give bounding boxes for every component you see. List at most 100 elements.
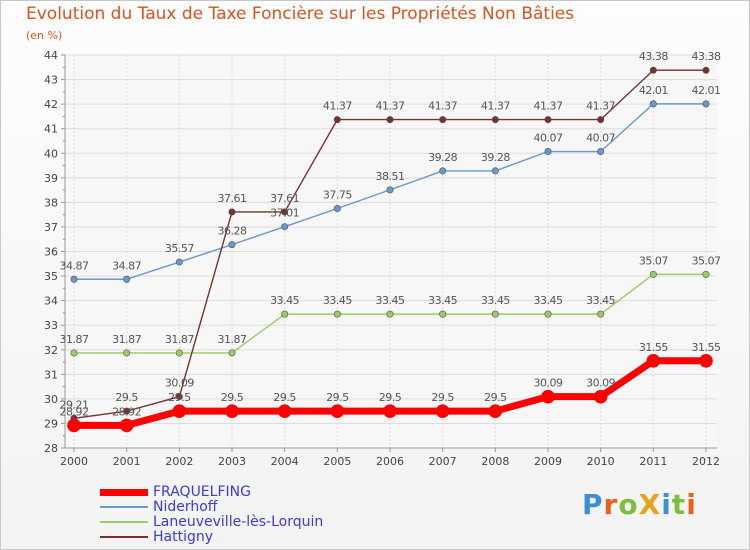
data-label: 29.5 [379,391,402,404]
data-label: 34.87 [112,259,141,272]
data-point [277,404,292,418]
data-point [123,349,131,357]
logo-letter: i [661,488,672,521]
data-label: 42.01 [692,84,721,97]
data-label: 30.09 [586,377,615,390]
x-tick-label: 2002 [165,455,193,468]
data-point [597,310,605,318]
y-tick-label: 44 [44,49,58,62]
data-label: 28.92 [60,405,89,418]
data-label: 37.75 [323,189,352,202]
data-point [281,208,289,216]
logo-letter: P [582,488,604,521]
data-point [67,418,81,433]
data-point [435,404,450,418]
proxiti-logo: ProXiti [582,488,697,521]
data-label: 40.07 [534,132,563,145]
legend-swatch [100,536,148,538]
chart-title: Evolution du Taux de Taxe Foncière sur l… [26,4,575,24]
y-tick-label: 34 [44,295,58,308]
data-point [544,116,552,124]
y-tick-label: 42 [44,98,58,111]
x-tick-label: 2005 [323,455,351,468]
data-label: 41.37 [323,100,352,113]
data-point [333,310,341,318]
data-point [491,310,499,318]
legend-label: FRAQUELFING [153,484,251,500]
data-label: 43.38 [692,50,721,63]
data-point [488,404,503,418]
data-label: 41.37 [534,100,563,113]
data-point [439,116,447,124]
legend-swatch [100,506,148,508]
y-tick-label: 39 [44,172,58,185]
data-point [281,223,289,231]
y-tick-label: 28 [44,442,58,455]
data-label: 40.07 [586,132,615,145]
data-label: 29.5 [115,391,138,404]
data-label: 37.01 [270,207,299,220]
data-point [175,349,183,357]
data-point [646,354,661,368]
legend-label: Niderhoff [153,499,218,515]
x-tick-label: 2009 [534,455,562,468]
y-tick-label: 33 [44,319,58,332]
y-tick-label: 37 [44,221,58,234]
data-label: 31.55 [639,341,668,354]
data-point [649,270,657,278]
y-tick-label: 38 [44,196,58,209]
data-point [702,66,710,74]
data-label: 30.09 [165,377,194,390]
x-tick-label: 2006 [376,455,404,468]
data-label: 31.55 [692,341,721,354]
data-point [70,275,78,283]
data-point [175,393,183,401]
data-label: 29.5 [431,391,454,404]
chart-subtitle: (en %) [26,29,63,42]
data-point [544,148,552,156]
data-point [702,100,710,108]
logo-letter: t [671,488,687,521]
data-label: 29.5 [221,391,244,404]
y-tick-label: 43 [44,74,58,87]
legend-swatch [100,521,148,523]
x-tick-label: 2004 [271,455,299,468]
data-point [597,148,605,156]
data-label: 31.87 [218,333,247,346]
data-label: 29.21 [60,398,89,411]
data-label: 30.09 [534,377,563,390]
data-label: 41.37 [428,100,457,113]
data-label: 35.07 [639,254,668,267]
data-point [281,310,289,318]
data-label: 31.87 [165,333,194,346]
data-label: 33.45 [270,294,299,307]
legend-label: Hattigny [153,529,214,545]
data-point [649,100,657,108]
data-label: 29.5 [273,391,296,404]
data-point [123,275,131,283]
data-label: 38.51 [376,170,405,183]
legend-swatch [100,488,148,496]
data-point [228,208,236,216]
data-point [699,354,713,368]
data-point [383,404,397,418]
data-label: 39.28 [428,151,457,164]
y-tick-label: 32 [44,344,58,357]
data-label: 39.28 [481,151,510,164]
data-point [439,310,447,318]
data-label: 29.5 [326,391,349,404]
data-point [123,407,131,415]
data-label: 35.57 [165,242,194,255]
y-tick-label: 35 [44,270,58,283]
data-label: 29.5 [168,391,191,404]
logo-letter: i [686,488,697,521]
data-label: 33.45 [534,294,563,307]
y-tick-label: 40 [44,147,58,160]
data-label: 33.45 [428,294,457,307]
data-point [541,389,555,404]
data-point [119,418,134,433]
data-label: 28.92 [112,405,141,418]
data-point [593,389,608,404]
x-tick-label: 2003 [218,455,246,468]
